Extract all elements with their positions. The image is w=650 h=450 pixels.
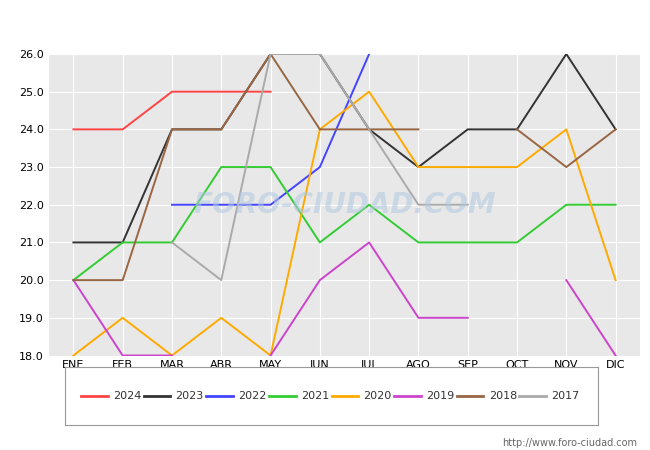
Text: 2019: 2019: [426, 391, 454, 401]
Text: 2021: 2021: [301, 391, 329, 401]
Text: 2017: 2017: [551, 391, 580, 401]
Text: 2022: 2022: [238, 391, 266, 401]
Text: 2018: 2018: [489, 391, 517, 401]
Text: http://www.foro-ciudad.com: http://www.foro-ciudad.com: [502, 438, 637, 448]
Text: 2020: 2020: [363, 391, 392, 401]
Text: Afiliados en Fuente Encalada a 31/5/2024: Afiliados en Fuente Encalada a 31/5/2024: [159, 17, 491, 32]
Text: FORO-CIUDAD.COM: FORO-CIUDAD.COM: [193, 191, 496, 219]
Text: 2023: 2023: [176, 391, 204, 401]
Text: 2024: 2024: [113, 391, 141, 401]
